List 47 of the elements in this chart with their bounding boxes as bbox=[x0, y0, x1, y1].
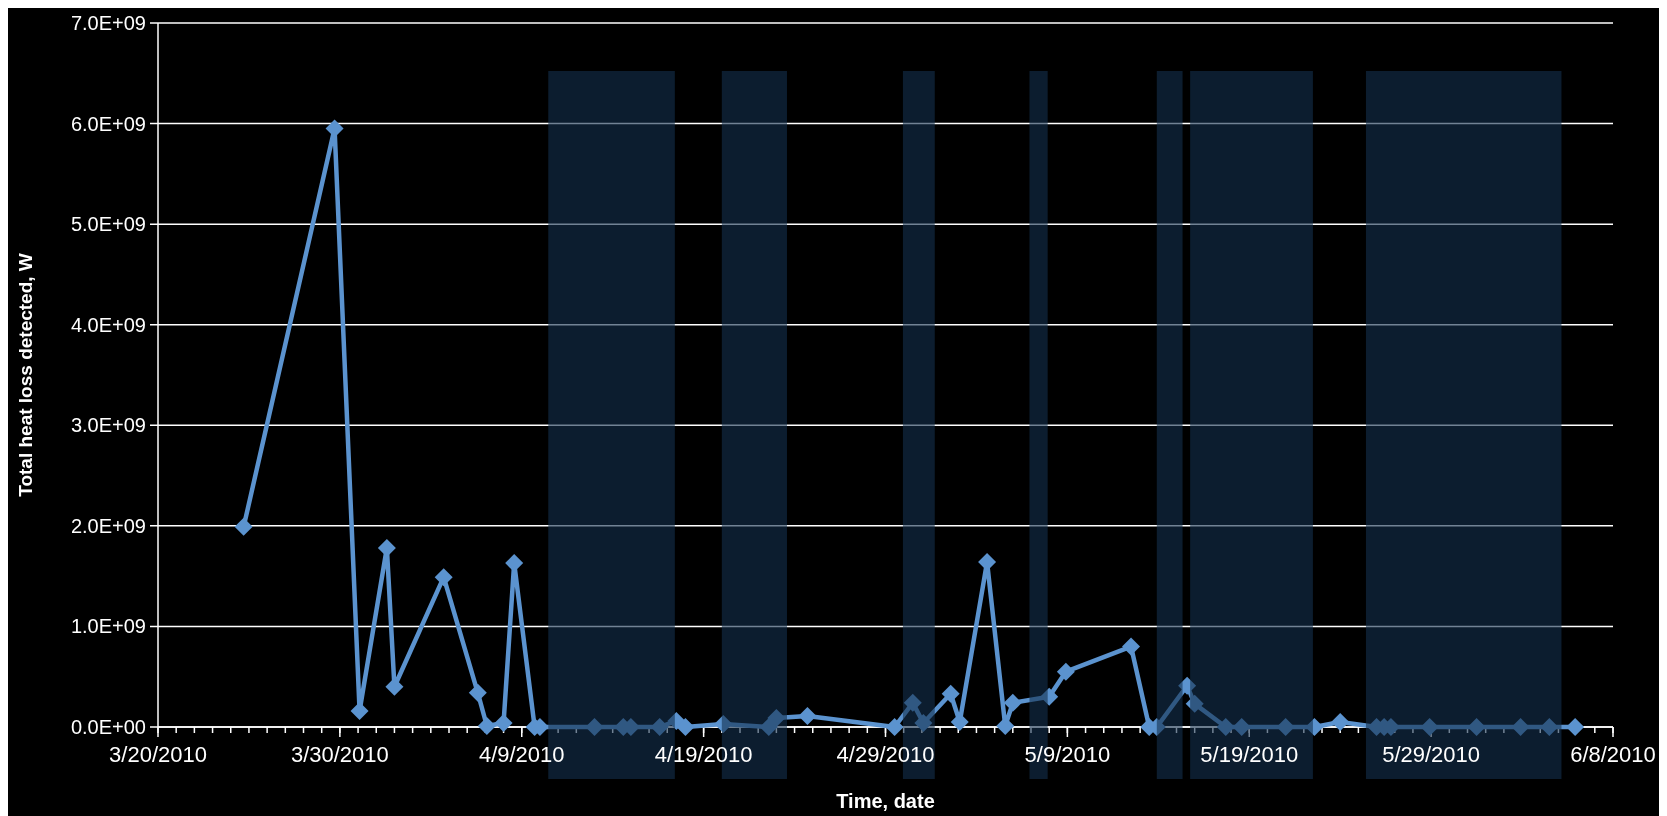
point bbox=[1040, 687, 1059, 706]
x-tick-label: 5/29/2010 bbox=[1382, 742, 1481, 767]
x-tick-label: 4/19/2010 bbox=[654, 742, 753, 767]
point bbox=[798, 706, 817, 725]
point bbox=[885, 718, 904, 736]
point bbox=[434, 568, 453, 587]
x-tick-label: 4/9/2010 bbox=[478, 742, 565, 767]
point bbox=[1331, 712, 1350, 731]
point bbox=[1178, 676, 1197, 695]
point bbox=[1305, 718, 1324, 736]
point bbox=[903, 693, 922, 712]
x-tick-label: 6/8/2010 bbox=[1570, 742, 1656, 767]
point bbox=[468, 683, 487, 702]
x-tick-label: 3/20/2010 bbox=[109, 742, 207, 767]
point bbox=[759, 718, 778, 736]
point bbox=[1122, 637, 1141, 656]
y-tick-label: 5.0E+09 bbox=[70, 213, 146, 236]
point bbox=[1566, 718, 1585, 736]
point bbox=[767, 708, 786, 727]
y-tick-label: 4.0E+09 bbox=[70, 313, 146, 336]
y-tick-label: 2.0E+09 bbox=[70, 514, 146, 537]
point bbox=[494, 713, 513, 732]
point bbox=[1056, 662, 1075, 681]
point bbox=[234, 517, 253, 536]
y-tick-label: 0.0E+00 bbox=[70, 716, 146, 738]
point bbox=[1003, 693, 1022, 712]
point bbox=[1511, 718, 1530, 736]
x-tick-label: 5/9/2010 bbox=[1024, 742, 1111, 767]
x-tick-label: 4/29/2010 bbox=[836, 742, 935, 767]
y-tick-label: 6.0E+09 bbox=[70, 112, 146, 135]
x-tick-label: 5/19/2010 bbox=[1200, 742, 1299, 767]
x-axis-title: Time, date bbox=[836, 790, 935, 812]
point bbox=[941, 684, 960, 703]
x-tick-label: 3/30/2010 bbox=[290, 742, 389, 767]
y-axis-title: Total heat loss detected, W bbox=[15, 253, 36, 497]
point bbox=[1216, 718, 1235, 736]
point bbox=[1185, 694, 1204, 713]
y-tick-label: 3.0E+09 bbox=[70, 414, 146, 437]
point bbox=[914, 713, 933, 732]
y-tick-label: 7.0E+09 bbox=[70, 12, 146, 34]
y-tick-label: 1.0E+09 bbox=[70, 615, 146, 638]
point bbox=[714, 714, 733, 733]
point bbox=[676, 718, 695, 736]
point bbox=[477, 716, 496, 735]
point bbox=[377, 538, 396, 557]
point bbox=[1467, 718, 1486, 736]
point bbox=[585, 718, 604, 736]
